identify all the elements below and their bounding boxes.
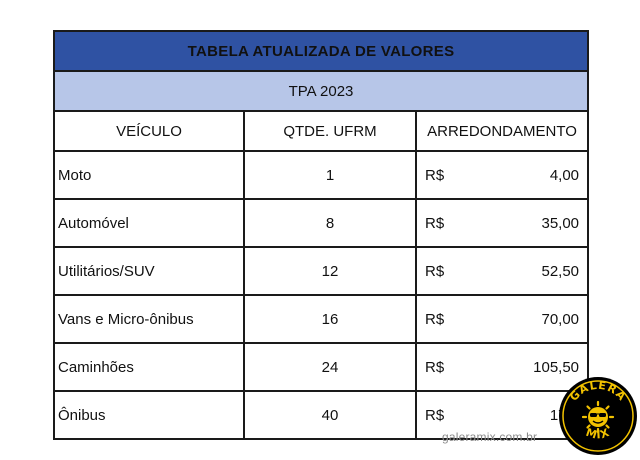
amount: 35,00 — [541, 214, 580, 232]
rounded-value-cell: R$ 52,50 — [414, 246, 590, 296]
rounded-value-cell: R$ 35,00 — [414, 198, 590, 248]
currency-symbol: R$ — [425, 262, 445, 280]
header-arredondamento: ARREDONDAMENTO — [414, 110, 590, 152]
amount: 70,00 — [541, 310, 580, 328]
currency-symbol: R$ — [425, 406, 445, 424]
currency-symbol: R$ — [425, 358, 445, 376]
ufrm-qty-cell: 40 — [243, 390, 417, 440]
header-qtde-ufrm: QTDE. UFRM — [243, 110, 417, 152]
table-row: Caminhões 24 R$ 105,50 — [53, 342, 590, 392]
ufrm-qty-cell: 24 — [243, 342, 417, 392]
rounded-value-cell: R$ 4,00 — [414, 150, 590, 200]
ufrm-qty-cell: 8 — [243, 198, 417, 248]
ufrm-qty-cell: 12 — [243, 246, 417, 296]
table-subtitle-row: TPA 2023 — [52, 70, 590, 112]
vehicle-cell: Vans e Micro-ônibus — [53, 294, 245, 344]
table-header-row: VEÍCULO QTDE. UFRM ARREDONDAMENTO — [53, 110, 590, 152]
table-row: Ônibus 40 R$ 175, — [53, 390, 590, 440]
table-title: TABELA ATUALIZADA DE VALORES — [52, 30, 590, 72]
currency-symbol: R$ — [425, 214, 445, 232]
amount: 4,00 — [549, 166, 580, 184]
watermark-site-url: galeramix.com.br — [442, 430, 538, 444]
amount: 105,50 — [533, 358, 580, 376]
currency-symbol: R$ — [425, 166, 445, 184]
rounded-value-cell: R$ 105,50 — [414, 342, 590, 392]
svg-text:MIX: MIX — [584, 426, 612, 442]
table-subtitle: TPA 2023 — [52, 70, 590, 112]
ufrm-qty-cell: 1 — [243, 150, 417, 200]
vehicle-cell: Caminhões — [53, 342, 245, 392]
currency-symbol: R$ — [425, 310, 445, 328]
vehicle-cell: Moto — [53, 150, 245, 200]
rounded-value-cell: R$ 70,00 — [414, 294, 590, 344]
header-veiculo: VEÍCULO — [53, 110, 245, 152]
table-row: Moto 1 R$ 4,00 — [53, 150, 590, 200]
logo-text-bottom: MIX — [584, 426, 611, 442]
values-table: TABELA ATUALIZADA DE VALORES TPA 2023 VE… — [52, 30, 590, 440]
table-row: Utilitários/SUV 12 R$ 52,50 — [53, 246, 590, 296]
vehicle-cell: Utilitários/SUV — [53, 246, 245, 296]
vehicle-cell: Ônibus — [53, 390, 245, 440]
amount: 52,50 — [541, 262, 580, 280]
table-row: Vans e Micro-ônibus 16 R$ 70,00 — [53, 294, 590, 344]
sun-icon — [581, 400, 615, 434]
table-title-row: TABELA ATUALIZADA DE VALORES — [52, 30, 590, 72]
vehicle-cell: Automóvel — [53, 198, 245, 248]
table-row: Automóvel 8 R$ 35,00 — [53, 198, 590, 248]
ufrm-qty-cell: 16 — [243, 294, 417, 344]
values-table-container: TABELA ATUALIZADA DE VALORES TPA 2023 VE… — [52, 30, 590, 440]
galeramix-logo: GALERA MIX — [559, 377, 637, 455]
